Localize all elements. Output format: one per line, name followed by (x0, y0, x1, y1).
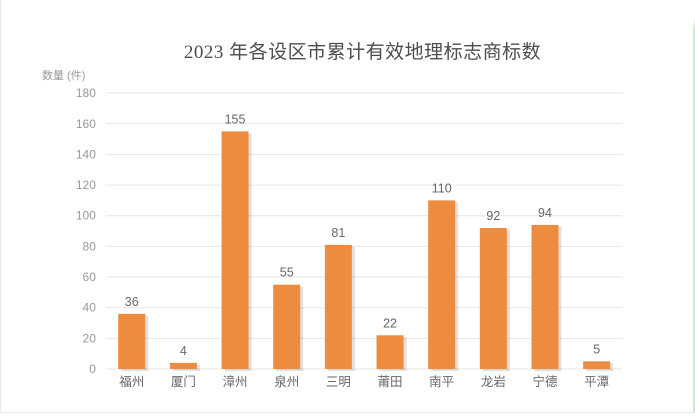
svg-text:120: 120 (76, 178, 96, 192)
svg-text:36: 36 (125, 295, 139, 309)
svg-text:22: 22 (383, 316, 397, 330)
svg-text:100: 100 (76, 209, 96, 223)
svg-text:0: 0 (89, 362, 96, 376)
svg-text:40: 40 (83, 301, 97, 315)
svg-text:龙岩: 龙岩 (481, 374, 506, 389)
svg-text:宁德: 宁德 (533, 374, 559, 389)
svg-text:81: 81 (331, 226, 345, 240)
svg-text:60: 60 (83, 270, 97, 284)
svg-text:漳州: 漳州 (223, 374, 248, 389)
svg-text:180: 180 (76, 86, 96, 100)
svg-text:南平: 南平 (429, 374, 454, 389)
svg-text:80: 80 (83, 239, 97, 253)
svg-text:福州: 福州 (119, 374, 144, 389)
svg-text:155: 155 (225, 112, 246, 126)
svg-text:20: 20 (83, 331, 97, 345)
svg-text:110: 110 (432, 181, 452, 195)
svg-text:92: 92 (486, 209, 500, 223)
svg-text:55: 55 (280, 266, 294, 280)
svg-text:莆田: 莆田 (378, 375, 403, 389)
svg-text:三明: 三明 (326, 375, 351, 389)
svg-text:平潭: 平潭 (584, 375, 609, 389)
svg-text:160: 160 (76, 117, 96, 131)
svg-text:泉州: 泉州 (274, 374, 299, 389)
svg-text:94: 94 (538, 206, 552, 220)
svg-text:140: 140 (76, 147, 96, 161)
svg-text:5: 5 (593, 342, 600, 356)
svg-text:厦门: 厦门 (171, 374, 196, 389)
svg-text:4: 4 (180, 344, 187, 358)
